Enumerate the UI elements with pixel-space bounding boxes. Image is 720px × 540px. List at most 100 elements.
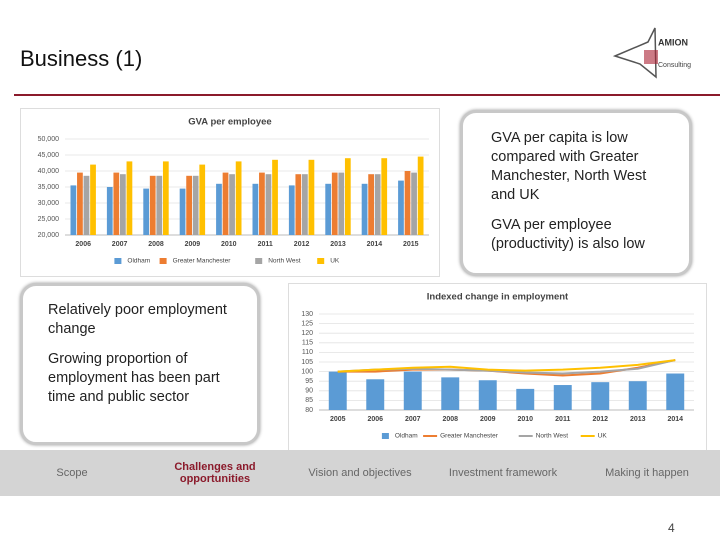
y-tick-label: 115 [302, 340, 313, 347]
y-tick-label: 50,000 [38, 136, 60, 143]
bar [156, 175, 163, 235]
y-tick-label: 40,000 [38, 168, 60, 175]
bar [162, 161, 169, 235]
bar [120, 174, 126, 235]
nav-item[interactable]: Vision and objectives [308, 467, 412, 479]
x-tick-label: 2010 [517, 416, 533, 423]
y-tick-label: 45,000 [38, 152, 60, 159]
legend-swatch [255, 258, 263, 264]
bar [403, 371, 422, 410]
x-tick-label: 2008 [148, 241, 164, 248]
bar [90, 164, 96, 235]
y-tick-label: 105 [301, 359, 313, 366]
y-tick-label: 90 [305, 388, 313, 395]
bar [441, 377, 460, 410]
legend-swatch [317, 258, 325, 264]
bar [302, 174, 308, 235]
x-tick-label: 2013 [330, 241, 346, 248]
chart-title: Indexed change in employment [427, 292, 569, 303]
bar [368, 174, 374, 235]
legend-label: UK [330, 258, 340, 265]
bar [216, 183, 222, 235]
bar [381, 158, 388, 235]
bar [192, 175, 199, 235]
bar [308, 159, 315, 235]
bar [328, 371, 347, 410]
bar [331, 172, 338, 235]
bar [149, 175, 156, 235]
y-tick-label: 20,000 [38, 232, 60, 239]
x-tick-label: 2006 [75, 241, 91, 248]
bar [265, 174, 272, 235]
nav-bar: Scope Challenges and opportunities Visio… [0, 450, 720, 496]
bar [361, 183, 368, 235]
logo: AMION Consulting [612, 27, 691, 79]
y-tick-label: 80 [305, 407, 313, 414]
chart: Indexed change in employment 80 85 90 95 100 1… [288, 283, 707, 452]
legend-label: Greater Manchester [440, 433, 499, 440]
bar [83, 175, 90, 235]
bar [338, 172, 345, 235]
bar [325, 183, 332, 235]
callout-text: GVA per capita is low compared with Grea… [491, 130, 647, 203]
legend-label: UK [598, 433, 608, 440]
bar [222, 172, 229, 235]
x-tick-label: 2011 [555, 416, 570, 423]
x-tick-label: 2014 [367, 241, 383, 248]
callout-text: GVA per employee (productivity) is also … [491, 217, 645, 252]
x-tick-label: 2006 [367, 416, 383, 423]
bar [411, 172, 417, 235]
bar [417, 156, 424, 235]
nav-item[interactable]: Investment framework [448, 467, 558, 479]
header-rule [14, 94, 720, 96]
bar [106, 187, 113, 235]
bar [398, 180, 404, 235]
y-tick-label: 30,000 [38, 200, 60, 207]
bar [374, 174, 381, 235]
bar [591, 382, 610, 410]
y-tick-label: 125 [301, 320, 313, 327]
x-tick-label: 2007 [405, 416, 421, 423]
bar [295, 174, 302, 235]
bar [404, 171, 411, 235]
y-tick-label: 120 [301, 330, 313, 337]
bar [628, 381, 647, 410]
bar [229, 174, 235, 235]
legend-swatch [381, 433, 389, 439]
x-tick-label: 2015 [403, 241, 419, 248]
x-tick-label: 2011 [258, 241, 273, 248]
bar [272, 159, 278, 235]
y-tick-label: 25,000 [38, 216, 60, 223]
bar [143, 188, 150, 235]
bar [478, 380, 497, 410]
legend-label: Oldham [127, 258, 150, 265]
callout-text: Relatively poor employment change [48, 302, 227, 337]
bar [70, 185, 77, 235]
y-tick-label: 110 [302, 349, 313, 356]
x-tick-label: 2013 [630, 416, 646, 423]
bar [252, 183, 259, 235]
legend-label: North West [268, 258, 301, 265]
logo-sub: Consulting [658, 62, 691, 69]
x-tick-label: 2008 [442, 416, 458, 423]
legend-label: Greater Manchester [173, 258, 232, 265]
bar [126, 161, 133, 235]
bar [366, 379, 385, 410]
x-tick-label: 2009 [185, 241, 201, 248]
y-tick-label: 85 [305, 397, 313, 404]
nav-item[interactable]: Scope [56, 467, 88, 479]
x-tick-label: 2007 [112, 241, 128, 248]
callout: GVA per capita is low compared with Grea… [460, 110, 692, 276]
bar [199, 164, 206, 235]
nav-item[interactable]: Making it happen [605, 467, 689, 479]
bar [553, 385, 572, 410]
x-tick-label: 2012 [294, 241, 310, 248]
x-tick-label: 2012 [592, 416, 608, 423]
legend-swatch [114, 258, 122, 264]
page-number: 4 [668, 521, 675, 535]
bar [516, 388, 535, 410]
chart-title: GVA per employee [188, 117, 271, 128]
y-tick-label: 130 [301, 311, 313, 318]
nav-item[interactable]: Challenges and opportunities [174, 461, 256, 485]
